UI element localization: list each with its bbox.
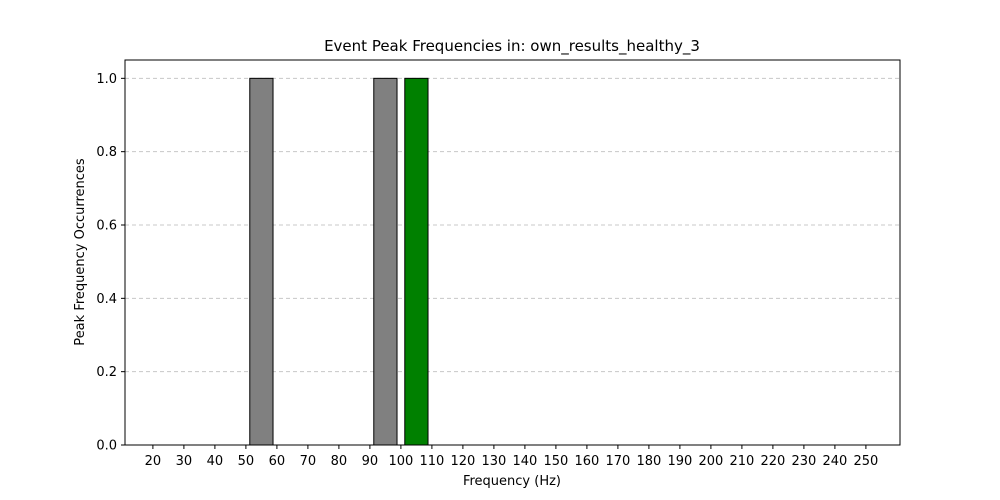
x-tick-label: 110 bbox=[419, 454, 444, 469]
bars bbox=[249, 77, 429, 446]
x-tick-label: 80 bbox=[331, 454, 348, 469]
y-axis-ticks: 0.0 0.2 0.4 0.6 0.8 1.0 bbox=[96, 72, 125, 454]
x-tick-label: 180 bbox=[636, 454, 661, 469]
x-tick-label: 240 bbox=[822, 454, 847, 469]
x-tick-label: 200 bbox=[698, 454, 723, 469]
x-tick-label: 90 bbox=[362, 454, 379, 469]
x-tick-label: 120 bbox=[450, 454, 475, 469]
y-tick-label: 0.4 bbox=[96, 292, 117, 307]
bar-105-hz bbox=[404, 77, 429, 446]
x-tick-label: 20 bbox=[145, 454, 162, 469]
bar-95-hz bbox=[373, 77, 398, 446]
x-tick-label: 220 bbox=[760, 454, 785, 469]
bar-55-hz bbox=[249, 77, 274, 446]
x-tick-label: 60 bbox=[269, 454, 286, 469]
y-tick-label: 0.0 bbox=[96, 439, 117, 454]
x-tick-label: 190 bbox=[667, 454, 692, 469]
y-tick-label: 1.0 bbox=[96, 72, 117, 87]
x-tick-label: 170 bbox=[605, 454, 630, 469]
x-tick-label: 130 bbox=[481, 454, 506, 469]
x-tick-label: 160 bbox=[574, 454, 599, 469]
x-tick-label: 40 bbox=[207, 454, 224, 469]
y-axis-label: Peak Frequency Occurrences bbox=[73, 158, 88, 346]
x-axis-label: Frequency (Hz) bbox=[463, 474, 561, 489]
x-tick-label: 250 bbox=[853, 454, 878, 469]
plot-frame bbox=[124, 59, 901, 446]
x-tick-label: 150 bbox=[543, 454, 568, 469]
x-tick-label: 140 bbox=[512, 454, 537, 469]
y-tick-label: 0.8 bbox=[96, 145, 117, 160]
x-axis-ticks: 20 30 40 50 60 70 80 90 100 110 120 130 140 150 160 170… bbox=[145, 445, 878, 469]
x-tick-label: 30 bbox=[176, 454, 193, 469]
chart-title: Event Peak Frequencies in: own_results_h… bbox=[324, 37, 700, 56]
x-tick-label: 70 bbox=[300, 454, 317, 469]
x-tick-label: 230 bbox=[791, 454, 816, 469]
y-tick-label: 0.6 bbox=[96, 219, 117, 234]
x-tick-label: 100 bbox=[388, 454, 413, 469]
x-tick-label: 210 bbox=[729, 454, 754, 469]
x-tick-label: 50 bbox=[238, 454, 255, 469]
y-tick-label: 0.2 bbox=[96, 365, 117, 380]
